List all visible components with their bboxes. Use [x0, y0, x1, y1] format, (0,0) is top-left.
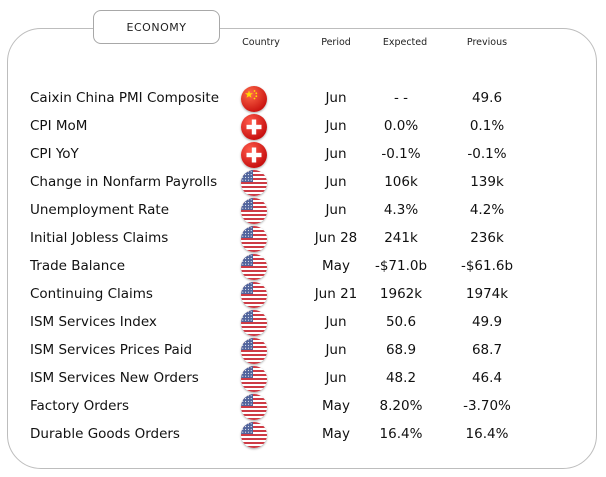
- event-expected: 16.4%: [379, 426, 423, 442]
- event-previous: 46.4: [471, 370, 503, 386]
- header-expected: Expected: [382, 37, 428, 48]
- header-period: Period: [321, 37, 351, 48]
- event-name: Continuing Claims: [30, 286, 153, 302]
- switzerland-flag-icon: [241, 142, 267, 168]
- usa-flag-icon: [241, 170, 267, 196]
- usa-flag-icon: [241, 226, 267, 252]
- usa-flag-icon: [241, 254, 267, 280]
- event-name: ISM Services New Orders: [30, 370, 199, 386]
- table-row: Initial Jobless Claims Jun 28 241k 236k: [0, 224, 606, 252]
- header-country: Country: [242, 37, 280, 48]
- event-period: May: [322, 398, 350, 414]
- event-previous: 236k: [470, 230, 504, 246]
- event-period: Jun 28: [314, 230, 358, 246]
- event-name: Initial Jobless Claims: [30, 230, 169, 246]
- event-period: May: [322, 426, 350, 442]
- event-expected: 48.2: [385, 370, 417, 386]
- event-expected: 4.3%: [383, 202, 419, 218]
- event-expected: 241k: [384, 230, 418, 246]
- table-row: Caixin China PMI Composite Jun - - 49.6: [0, 84, 606, 112]
- event-previous: -$61.6b: [460, 258, 514, 274]
- event-name: Change in Nonfarm Payrolls: [30, 174, 218, 190]
- usa-flag-icon: [241, 338, 267, 364]
- event-expected: 8.20%: [379, 398, 423, 414]
- event-period: Jun: [325, 370, 347, 386]
- table-row: ISM Services Prices Paid Jun 68.9 68.7: [0, 336, 606, 364]
- event-expected: -$71.0b: [374, 258, 428, 274]
- event-expected: 0.0%: [383, 118, 419, 134]
- table-row: Trade Balance May -$71.0b -$61.6b: [0, 252, 606, 280]
- table-row: Durable Goods Orders May 16.4% 16.4%: [0, 420, 606, 448]
- event-period: Jun: [325, 174, 347, 190]
- event-previous: 0.1%: [469, 118, 505, 134]
- usa-flag-icon: [241, 310, 267, 336]
- china-flag-icon: [241, 86, 267, 112]
- economy-tab[interactable]: ECONOMY: [93, 10, 220, 44]
- event-name: CPI YoY: [30, 146, 79, 162]
- usa-flag-icon: [241, 282, 267, 308]
- table-row: ISM Services New Orders Jun 48.2 46.4: [0, 364, 606, 392]
- table-row: ISM Services Index Jun 50.6 49.9: [0, 308, 606, 336]
- event-expected: -0.1%: [381, 146, 421, 162]
- event-expected: 50.6: [385, 314, 417, 330]
- event-previous: 4.2%: [469, 202, 505, 218]
- event-period: Jun: [325, 118, 347, 134]
- event-period: May: [322, 258, 350, 274]
- table-row: CPI MoM Jun 0.0% 0.1%: [0, 112, 606, 140]
- event-name: Caixin China PMI Composite: [30, 90, 219, 106]
- event-expected: 68.9: [385, 342, 417, 358]
- event-expected: - -: [393, 90, 409, 106]
- event-expected: 1962k: [379, 286, 423, 302]
- event-name: CPI MoM: [30, 118, 88, 134]
- event-previous: -3.70%: [463, 398, 511, 414]
- event-name: Durable Goods Orders: [30, 426, 180, 442]
- event-previous: 49.9: [471, 314, 503, 330]
- event-previous: -0.1%: [467, 146, 507, 162]
- usa-flag-icon: [241, 394, 267, 420]
- event-name: Unemployment Rate: [30, 202, 170, 218]
- table-row: Factory Orders May 8.20% -3.70%: [0, 392, 606, 420]
- table-row: Continuing Claims Jun 21 1962k 1974k: [0, 280, 606, 308]
- event-previous: 1974k: [465, 286, 509, 302]
- usa-flag-icon: [241, 422, 267, 448]
- event-period: Jun: [325, 202, 347, 218]
- event-name: ISM Services Index: [30, 314, 157, 330]
- header-previous: Previous: [466, 37, 508, 48]
- event-previous: 49.6: [471, 90, 503, 106]
- event-expected: 106k: [384, 174, 418, 190]
- table-row: Unemployment Rate Jun 4.3% 4.2%: [0, 196, 606, 224]
- event-previous: 68.7: [471, 342, 503, 358]
- table-row: CPI YoY Jun -0.1% -0.1%: [0, 140, 606, 168]
- event-name: Factory Orders: [30, 398, 130, 414]
- event-name: Trade Balance: [30, 258, 126, 274]
- switzerland-flag-icon: [241, 114, 267, 140]
- event-period: Jun: [325, 314, 347, 330]
- economy-tab-label: ECONOMY: [126, 21, 187, 34]
- table-row: Change in Nonfarm Payrolls Jun 106k 139k: [0, 168, 606, 196]
- event-period: Jun: [325, 342, 347, 358]
- usa-flag-icon: [241, 198, 267, 224]
- event-name: ISM Services Prices Paid: [30, 342, 193, 358]
- event-period: Jun 21: [314, 286, 358, 302]
- event-previous: 16.4%: [465, 426, 509, 442]
- usa-flag-icon: [241, 366, 267, 392]
- economy-panel: [7, 28, 597, 469]
- event-period: Jun: [325, 146, 347, 162]
- event-previous: 139k: [470, 174, 504, 190]
- event-period: Jun: [325, 90, 347, 106]
